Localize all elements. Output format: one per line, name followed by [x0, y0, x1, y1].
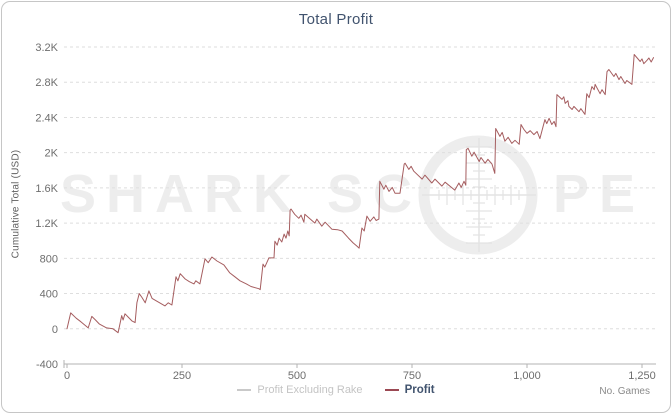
- x-tick-label: 250: [173, 370, 191, 382]
- y-tick-label: 2K: [45, 148, 59, 160]
- x-tick-label: 0: [64, 370, 70, 382]
- legend-line-swatch-icon: [237, 389, 252, 391]
- x-tick-label: 1,250: [628, 370, 656, 382]
- profit-line-series: [66, 54, 654, 334]
- y-tick-label: 400: [40, 289, 58, 301]
- y-tick-label: 800: [40, 253, 58, 265]
- x-tick-label: 1,000: [513, 370, 541, 382]
- x-tick-label: 500: [288, 370, 306, 382]
- legend-item-profit-excluding-rake[interactable]: Profit Excluding Rake: [237, 384, 363, 396]
- watermark-text-right: PE: [553, 164, 645, 224]
- y-tick-label: 3.2K: [35, 42, 58, 54]
- sharkscope-watermark: SHARK SC PE: [60, 135, 645, 255]
- watermark-text-left: SHARK SC: [60, 164, 422, 224]
- y-axis-title: Cumulative Total (USD): [10, 149, 22, 259]
- y-tick-label: 1.2K: [35, 218, 58, 230]
- legend-line-swatch-icon: [384, 389, 399, 391]
- y-tick-label: 0: [52, 324, 58, 336]
- y-tick-label: -400: [36, 359, 58, 371]
- y-tick-label: 2.8K: [35, 77, 58, 89]
- x-tick-label: 750: [403, 370, 421, 382]
- x-axis-title: No. Games: [599, 386, 650, 397]
- y-tick-label: 1.6K: [35, 183, 58, 195]
- chart-legend: Profit Excluding Rake Profit: [2, 384, 670, 396]
- chart-title: Total Profit: [298, 11, 374, 28]
- legend-item-profit[interactable]: Profit: [384, 384, 435, 396]
- legend-label: Profit: [404, 384, 435, 396]
- legend-label: Profit Excluding Rake: [257, 384, 363, 396]
- y-tick-label: 2.4K: [35, 112, 58, 124]
